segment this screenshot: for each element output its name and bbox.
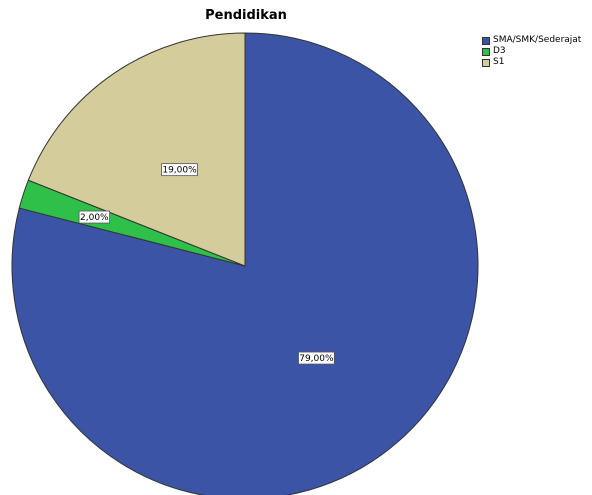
pie-slices xyxy=(11,32,479,495)
legend-swatch xyxy=(482,47,490,56)
data-label-sma-smk-sederajat: 79,00% xyxy=(298,351,335,365)
chart-title: Pendidikan xyxy=(205,8,287,23)
data-label-text: 19,00% xyxy=(162,166,197,176)
legend-label: SMA/SMK/Sederajat xyxy=(493,35,582,45)
legend-item: S1 xyxy=(482,57,581,68)
legend-swatch xyxy=(482,58,490,67)
data-label-text: 79,00% xyxy=(299,354,334,364)
data-label-s1: 19,00% xyxy=(161,163,198,177)
data-label-text: 2,00% xyxy=(80,213,109,223)
data-label-box xyxy=(78,210,110,224)
legend-item: SMA/SMK/Sederajat xyxy=(482,35,581,46)
legend-label: D3 xyxy=(493,46,506,56)
pie-slice-s1 xyxy=(27,32,246,267)
data-label-box xyxy=(161,163,198,177)
pie-data-labels: 79,00% 2,00% 19,00% xyxy=(78,163,335,365)
legend-swatch xyxy=(482,36,490,45)
data-label-box xyxy=(298,351,335,365)
data-label-d3: 2,00% xyxy=(78,210,110,224)
legend: SMA/SMK/Sederajat D3 S1 xyxy=(482,35,581,68)
legend-item: D3 xyxy=(482,46,581,57)
legend-label: S1 xyxy=(493,57,505,67)
